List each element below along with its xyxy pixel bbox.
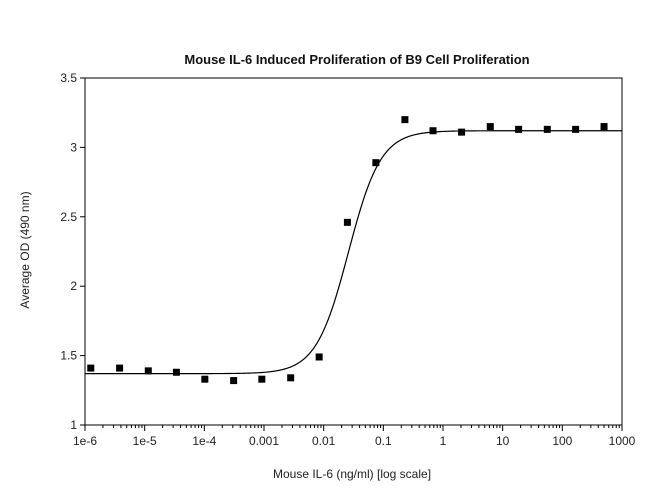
y-tick-label: 3.5 — [60, 71, 77, 85]
x-tick-label: 10 — [496, 434, 510, 448]
data-point — [87, 364, 95, 372]
y-tick-label: 1.5 — [60, 349, 77, 363]
data-point — [230, 377, 238, 385]
y-tick-label: 3 — [70, 140, 77, 154]
data-point — [144, 367, 152, 375]
y-axis-label: Average OD (490 nm) — [18, 191, 32, 308]
y-tick-label: 2 — [70, 279, 77, 293]
data-point — [258, 375, 266, 383]
data-point — [116, 364, 124, 372]
fit-curve-line — [85, 130, 622, 375]
data-point — [315, 353, 323, 361]
data-point — [287, 374, 295, 382]
x-tick-label: 1e-4 — [192, 434, 216, 448]
data-point — [543, 125, 551, 133]
y-tick-label: 2.5 — [60, 210, 77, 224]
data-point — [515, 125, 523, 133]
x-tick-label: 0.001 — [249, 434, 279, 448]
y-tick-label: 1 — [70, 418, 77, 432]
x-tick-label: 0.1 — [375, 434, 392, 448]
plot-area-frame — [84, 77, 623, 426]
data-point — [372, 159, 380, 167]
data-points — [87, 116, 608, 385]
data-point — [458, 128, 466, 136]
x-axis: 1e-6 1e-5 1e-4 0.001 0.01 0.1 1 10 100 1000 — [73, 425, 636, 448]
y-axis: 1 1.5 2 2.5 3 3.5 — [60, 71, 85, 432]
data-point — [401, 116, 409, 124]
x-tick-label: 0.01 — [312, 434, 336, 448]
data-point — [486, 123, 494, 131]
x-tick-label: 1e-6 — [73, 434, 97, 448]
data-point — [572, 125, 580, 133]
chart-title: Mouse IL-6 Induced Proliferation of B9 C… — [184, 52, 529, 67]
data-point — [600, 123, 608, 131]
data-point — [172, 368, 180, 376]
data-point — [429, 127, 437, 135]
data-point — [201, 375, 209, 383]
x-tick-label: 1000 — [609, 434, 636, 448]
x-tick-label: 1 — [440, 434, 447, 448]
data-point — [343, 218, 351, 226]
x-tick-label: 1e-5 — [133, 434, 157, 448]
x-axis-label: Mouse IL-6 (ng/ml) [log scale] — [273, 467, 431, 481]
x-tick-label: 100 — [552, 434, 572, 448]
